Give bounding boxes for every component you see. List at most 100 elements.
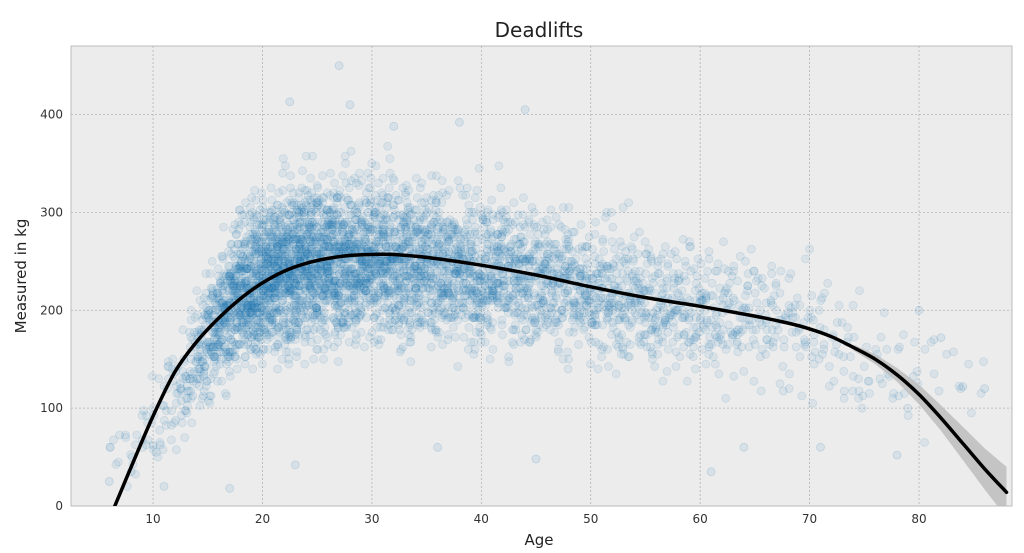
- scatter-point: [213, 283, 223, 293]
- scatter-point: [414, 288, 424, 298]
- scatter-point: [197, 352, 207, 362]
- scatter-point: [149, 445, 158, 455]
- scatter-point: [808, 398, 817, 408]
- scatter-point: [171, 381, 181, 391]
- scatter-point: [646, 251, 656, 261]
- scatter-point: [214, 322, 224, 332]
- scatter-point: [181, 371, 191, 381]
- scatter-point: [192, 357, 201, 367]
- scatter-point: [203, 396, 213, 406]
- scatter-point: [169, 418, 179, 428]
- scatter-point: [234, 225, 244, 234]
- scatter-point: [359, 342, 369, 352]
- scatter-point: [207, 291, 217, 301]
- scatter-point: [843, 322, 852, 332]
- scatter-point: [703, 266, 712, 276]
- scatter-point: [864, 376, 874, 386]
- scatter-point: [105, 442, 115, 452]
- x-tick-label: 70: [802, 512, 817, 526]
- scatter-point: [899, 330, 908, 340]
- scatter-point: [958, 382, 968, 392]
- scatter-point: [624, 198, 633, 208]
- scatter-point: [217, 251, 227, 261]
- scatter-point: [182, 401, 192, 411]
- scatter-point: [779, 342, 789, 352]
- scatter-point: [224, 313, 233, 323]
- scatter-point: [209, 357, 219, 367]
- scatter-point: [701, 359, 711, 369]
- scatter-point: [194, 325, 204, 335]
- scatter-point: [195, 357, 205, 367]
- scatter-point: [502, 205, 511, 215]
- scatter-point: [214, 271, 223, 281]
- scatter-point: [225, 347, 235, 357]
- scatter-point: [431, 325, 441, 335]
- scatter-point: [197, 357, 207, 367]
- scatter-point: [785, 369, 794, 379]
- scatter-point: [224, 347, 234, 357]
- scatter-point: [224, 271, 234, 281]
- scatter-point: [767, 261, 777, 271]
- scatter-point: [208, 352, 218, 362]
- scatter-point: [201, 269, 211, 279]
- scatter-point: [599, 247, 609, 256]
- scatter-point: [744, 303, 754, 313]
- scatter-point: [200, 362, 210, 371]
- scatter-point: [574, 340, 583, 349]
- scatter-point: [809, 315, 818, 325]
- scatter-point: [223, 322, 233, 332]
- scatter-point: [195, 349, 205, 359]
- scatter-point: [221, 391, 231, 401]
- scatter-point: [257, 359, 267, 369]
- scatter-point: [200, 362, 209, 371]
- scatter-point: [221, 322, 231, 332]
- scatter-point: [209, 352, 219, 362]
- scatter-point: [332, 210, 342, 220]
- scatter-point: [208, 286, 218, 296]
- scatter-point: [212, 342, 221, 352]
- scatter-point: [685, 305, 694, 315]
- scatter-point: [371, 161, 381, 171]
- scatter-point: [202, 376, 212, 386]
- scatter-point: [200, 354, 209, 364]
- scatter-point: [219, 300, 229, 310]
- scatter-point: [470, 222, 480, 232]
- scatter-point: [212, 327, 222, 337]
- scatter-point: [166, 420, 176, 430]
- scatter-point: [903, 411, 913, 420]
- scatter-point: [743, 281, 753, 291]
- scatter-point: [204, 344, 214, 354]
- scatter-point: [230, 352, 240, 362]
- scatter-point: [193, 374, 203, 384]
- scatter-point: [677, 286, 687, 296]
- scatter-point: [217, 286, 227, 296]
- scatter-point: [226, 315, 236, 325]
- scatter-point: [186, 393, 196, 403]
- scatter-point: [155, 440, 165, 450]
- scatter-point: [227, 337, 236, 347]
- scatter-point: [205, 315, 214, 325]
- scatter-point: [224, 283, 234, 293]
- scatter-point: [949, 347, 958, 357]
- scatter-point: [192, 374, 202, 384]
- scatter-point: [210, 327, 220, 337]
- scatter-point: [980, 384, 989, 394]
- scatter-point: [210, 352, 220, 362]
- scatter-point: [206, 347, 216, 357]
- scatter-point: [215, 359, 225, 369]
- scatter-point: [289, 200, 299, 210]
- scatter-point: [671, 362, 681, 371]
- scatter-point: [201, 362, 211, 371]
- scatter-point: [212, 288, 222, 298]
- scatter-point: [564, 354, 574, 364]
- y-tick-label: 400: [40, 108, 63, 122]
- scatter-point: [608, 222, 618, 232]
- scatter-point: [111, 459, 121, 469]
- scatter-point: [343, 195, 353, 205]
- scatter-point: [761, 349, 770, 359]
- scatter-point: [194, 381, 204, 391]
- scatter-point: [223, 286, 233, 296]
- scatter-point: [224, 296, 233, 305]
- scatter-point: [231, 229, 241, 239]
- scatter-point: [180, 371, 190, 381]
